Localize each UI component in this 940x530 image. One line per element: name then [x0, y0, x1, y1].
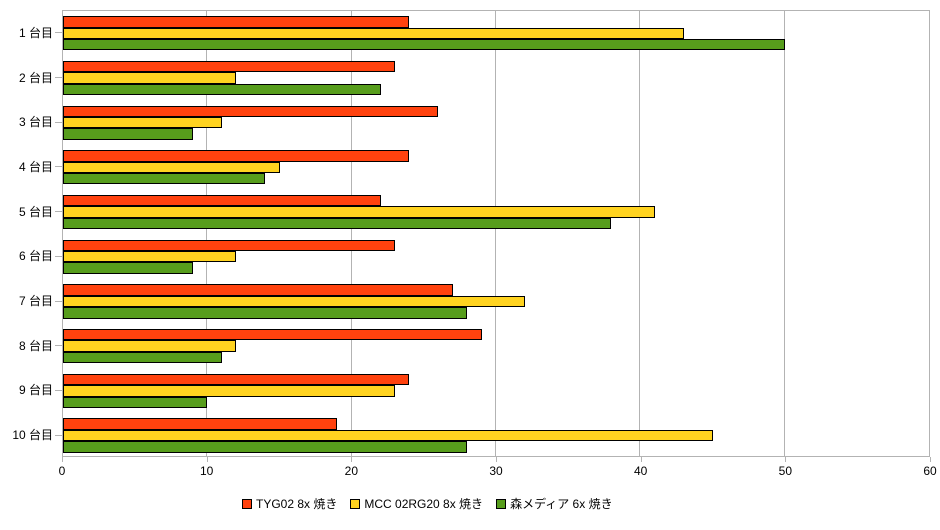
bar-series3-cat8 [63, 351, 222, 364]
bar-series1-cat8 [63, 329, 482, 341]
bar-series3-cat4 [63, 173, 266, 185]
plot-area [62, 10, 930, 457]
legend-swatch-icon [242, 498, 252, 509]
y-tick-1 [55, 32, 62, 34]
bar-series3-cat7 [63, 307, 468, 319]
bar-series3-cat10 [63, 441, 468, 453]
y-tick-6 [55, 255, 62, 257]
x-tick-50 [785, 457, 787, 462]
bar-series2-cat7 [63, 295, 525, 308]
x-axis-label-60: 60 [923, 464, 937, 478]
bar-series3-cat9 [63, 396, 208, 408]
y-axis-label-8: 8 台目 [18, 338, 53, 353]
bar-group-2 [63, 56, 929, 101]
x-tick-10 [206, 457, 208, 462]
bar-series1-cat6 [63, 239, 395, 252]
y-axis-label-5: 5 台目 [18, 204, 53, 219]
legend-label: MCC 02RG20 8x 焼き [364, 497, 484, 511]
bar-group-8 [63, 324, 929, 369]
bar-series2-cat4 [63, 161, 280, 174]
y-axis-label-3: 3 台目 [18, 115, 53, 130]
y-axis-label-2: 2 台目 [18, 70, 53, 85]
y-axis-label-10: 10 台目 [12, 428, 53, 443]
bar-series1-cat1 [63, 16, 410, 28]
gridline-x-50 [783, 11, 785, 456]
x-tick-30 [496, 457, 497, 462]
legend-swatch-icon [350, 498, 361, 509]
y-axis-label-1: 1 台目 [18, 25, 53, 40]
x-tick-40 [640, 457, 642, 462]
bar-series2-cat3 [63, 117, 222, 129]
bar-series2-cat2 [63, 72, 237, 84]
bar-series1-cat10 [63, 418, 338, 430]
x-axis-label-0: 0 [58, 464, 66, 478]
bar-series1-cat9 [63, 373, 410, 386]
y-tick-7 [55, 300, 62, 302]
bar-group-3 [63, 100, 929, 145]
y-axis-label-9: 9 台目 [18, 383, 53, 398]
y-tick-9 [55, 389, 62, 391]
y-tick-4 [55, 166, 62, 168]
bar-group-5 [63, 190, 929, 235]
bar-series2-cat10 [63, 429, 713, 442]
legend-item-2: MCC 02RG20 8x 焼き [350, 495, 483, 512]
legend-label: 森メディア 6x 焼き [510, 497, 613, 511]
legend-label: TYG02 8x 焼き [256, 497, 338, 511]
bar-group-9 [63, 369, 929, 414]
x-axis-label-50: 50 [778, 464, 793, 478]
y-axis-label-7: 7 台目 [18, 293, 53, 308]
y-axis-labels: 1 台目 2 台目 3 台目 4 台目 5 台目 6 台目 7 台目 8 台目 9 台目 10 台… [0, 10, 53, 457]
y-axis-label-4: 4 台目 [18, 159, 53, 174]
legend: TYG02 8x 焼き MCC 02RG20 8x 焼き 森メディア 6x 焼き [242, 495, 613, 512]
bar-group-1 [63, 11, 929, 56]
legend-item-3: 森メディア 6x 焼き [496, 495, 613, 512]
bar-series3-cat5 [63, 217, 612, 230]
bar-group-6 [63, 234, 929, 279]
y-axis-label-6: 6 台目 [18, 249, 53, 264]
bar-series2-cat1 [63, 27, 684, 40]
x-axis-label-30: 30 [489, 464, 503, 478]
bar-series1-cat2 [63, 60, 395, 73]
gridline-x-10 [206, 11, 208, 456]
bar-series2-cat8 [63, 340, 237, 352]
bar-series3-cat1 [63, 39, 785, 51]
x-tick-60 [930, 457, 931, 462]
bar-series2-cat9 [63, 385, 395, 397]
x-tick-0 [62, 457, 63, 462]
gridline-x-30 [495, 11, 496, 456]
legend-swatch-icon [496, 498, 507, 509]
x-axis-label-40: 40 [633, 464, 648, 478]
bar-groups [63, 11, 929, 456]
bar-series3-cat3 [63, 128, 193, 140]
y-tick-2 [55, 77, 62, 79]
legend-item-1: TYG02 8x 焼き [242, 495, 337, 512]
x-axis-label-10: 10 [199, 464, 214, 478]
bar-series1-cat5 [63, 195, 381, 207]
bar-series2-cat6 [63, 251, 237, 263]
x-tick-20 [351, 457, 353, 462]
bar-series1-cat7 [63, 284, 453, 296]
y-tick-3 [55, 121, 62, 123]
bar-group-4 [63, 145, 929, 190]
bar-series1-cat3 [63, 105, 439, 118]
bar-series1-cat4 [63, 150, 410, 162]
bar-series3-cat6 [63, 262, 193, 274]
bar-series2-cat5 [63, 206, 655, 218]
x-axis-label-20: 20 [344, 464, 359, 478]
gridline-x-40 [639, 11, 641, 456]
y-tick-10 [55, 434, 62, 436]
bar-series3-cat2 [63, 83, 381, 96]
gridline-x-20 [350, 11, 352, 456]
y-tick-8 [55, 345, 62, 347]
bar-group-7 [63, 279, 929, 324]
y-tick-5 [55, 211, 62, 213]
bar-group-10 [63, 413, 929, 458]
